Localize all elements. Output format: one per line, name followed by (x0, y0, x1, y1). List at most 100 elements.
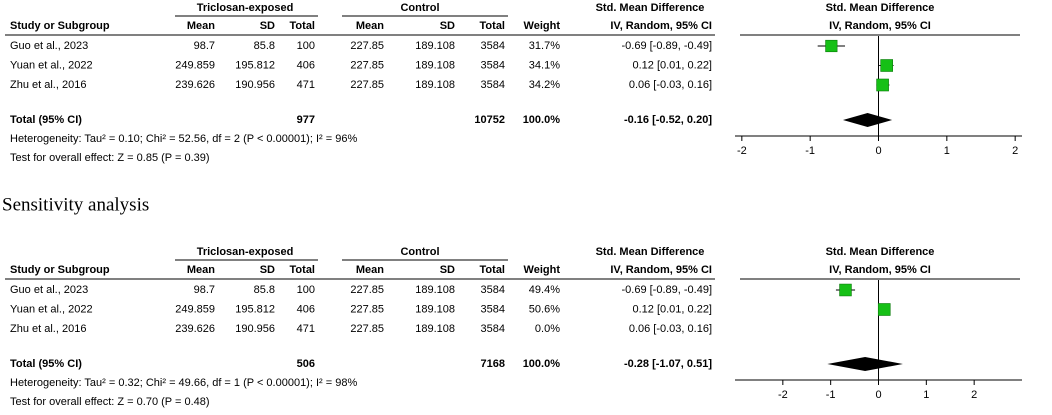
cell: 227.85 (350, 40, 384, 52)
cell: 239.626 (175, 79, 215, 91)
total-cell: -0.16 [-0.52, 0.20] (624, 114, 712, 126)
cell: 189.108 (415, 284, 455, 296)
x-tick-label: -2 (778, 389, 788, 401)
cell: 0.12 [0.01, 0.22] (632, 303, 712, 315)
column-header: Mean (356, 20, 384, 32)
overall-test: Test for overall effect: Z = 0.70 (P = 0… (10, 396, 210, 408)
total-cell: 100.0% (523, 358, 561, 370)
total-cell: Total (95% CI) (10, 358, 82, 370)
cell: 3584 (481, 323, 505, 335)
cell: 195.812 (235, 59, 275, 71)
cell: 190.956 (235, 323, 275, 335)
column-header: IV, Random, 95% CI (610, 20, 712, 32)
effect-square (839, 283, 852, 297)
x-tick-label: -1 (805, 145, 815, 157)
x-tick-label: 1 (923, 389, 929, 401)
cell: 189.108 (415, 303, 455, 315)
cell: 0.12 [0.01, 0.22] (632, 59, 712, 71)
group-header: Std. Mean Difference (826, 246, 935, 258)
x-tick-label: -1 (826, 389, 836, 401)
cell: 249.859 (175, 59, 215, 71)
cell: 190.956 (235, 79, 275, 91)
cell: Yuan et al., 2022 (10, 303, 93, 315)
summary-diamond (827, 357, 903, 371)
cell: 50.6% (529, 303, 560, 315)
group-header: Control (400, 2, 439, 14)
column-header: Weight (524, 20, 561, 32)
column-header: Total (290, 264, 315, 276)
total-cell: 10752 (474, 114, 505, 126)
column-header: Study or Subgroup (10, 20, 110, 32)
cell: 239.626 (175, 323, 215, 335)
cell: Guo et al., 2023 (10, 284, 88, 296)
cell: 3584 (481, 303, 505, 315)
cell: Zhu et al., 2016 (10, 79, 86, 91)
total-cell: -0.28 [-1.07, 0.51] (624, 358, 712, 370)
column-header: Mean (187, 264, 215, 276)
cell: 0.06 [-0.03, 0.16] (629, 323, 712, 335)
heterogeneity: Heterogeneity: Tau² = 0.32; Chi² = 49.66… (10, 377, 357, 389)
cell: 85.8 (254, 40, 275, 52)
cell: 249.859 (175, 303, 215, 315)
column-header: SD (260, 20, 275, 32)
column-header: Study or Subgroup (10, 264, 110, 276)
column-header: Total (290, 20, 315, 32)
effect-square (876, 78, 889, 92)
effect-square (877, 303, 891, 316)
group-header: Std. Mean Difference (596, 246, 705, 258)
x-tick-label: 1 (944, 145, 950, 157)
cell: 195.812 (235, 303, 275, 315)
heterogeneity: Heterogeneity: Tau² = 0.10; Chi² = 52.56… (10, 133, 357, 145)
cell: 471 (297, 323, 315, 335)
column-header: IV, Random, 95% CI (829, 20, 931, 32)
cell: Zhu et al., 2016 (10, 323, 86, 335)
total-cell: 7168 (481, 358, 505, 370)
cell: 3584 (481, 59, 505, 71)
column-header: Total (480, 264, 505, 276)
total-cell: 100.0% (523, 114, 561, 126)
cell: 471 (297, 79, 315, 91)
column-header: IV, Random, 95% CI (829, 264, 931, 276)
total-cell: 506 (297, 358, 315, 370)
cell: 34.2% (529, 79, 560, 91)
cell: 3584 (481, 284, 505, 296)
effect-square (880, 59, 893, 72)
group-header: Std. Mean Difference (826, 2, 935, 14)
x-tick-label: 0 (875, 389, 881, 401)
x-tick-label: 2 (971, 389, 977, 401)
column-header: Total (480, 20, 505, 32)
effect-square (825, 39, 838, 53)
overall-test: Test for overall effect: Z = 0.85 (P = 0… (10, 152, 210, 164)
total-cell: Total (95% CI) (10, 114, 82, 126)
cell: 189.108 (415, 40, 455, 52)
cell: -0.69 [-0.89, -0.49] (622, 284, 713, 296)
column-header: Weight (524, 264, 561, 276)
cell: 100 (297, 284, 315, 296)
cell: Guo et al., 2023 (10, 40, 88, 52)
cell: 227.85 (350, 303, 384, 315)
cell: 227.85 (350, 79, 384, 91)
cell: 227.85 (350, 59, 384, 71)
cell: 98.7 (194, 284, 215, 296)
cell: 49.4% (529, 284, 560, 296)
cell: 189.108 (415, 79, 455, 91)
cell: 100 (297, 40, 315, 52)
cell: 189.108 (415, 323, 455, 335)
cell: 406 (297, 303, 315, 315)
cell: 98.7 (194, 40, 215, 52)
summary-diamond (842, 113, 893, 127)
cell: 0.06 [-0.03, 0.16] (629, 79, 712, 91)
cell: 34.1% (529, 59, 560, 71)
cell: Yuan et al., 2022 (10, 59, 93, 71)
group-header: Std. Mean Difference (596, 2, 705, 14)
x-tick-label: 0 (875, 145, 881, 157)
caption: Sensitivity analysis (2, 194, 149, 215)
cell: 31.7% (529, 40, 560, 52)
cell: 3584 (481, 40, 505, 52)
column-header: SD (440, 20, 455, 32)
cell: 406 (297, 59, 315, 71)
column-header: SD (260, 264, 275, 276)
column-header: Mean (356, 264, 384, 276)
column-header: Mean (187, 20, 215, 32)
